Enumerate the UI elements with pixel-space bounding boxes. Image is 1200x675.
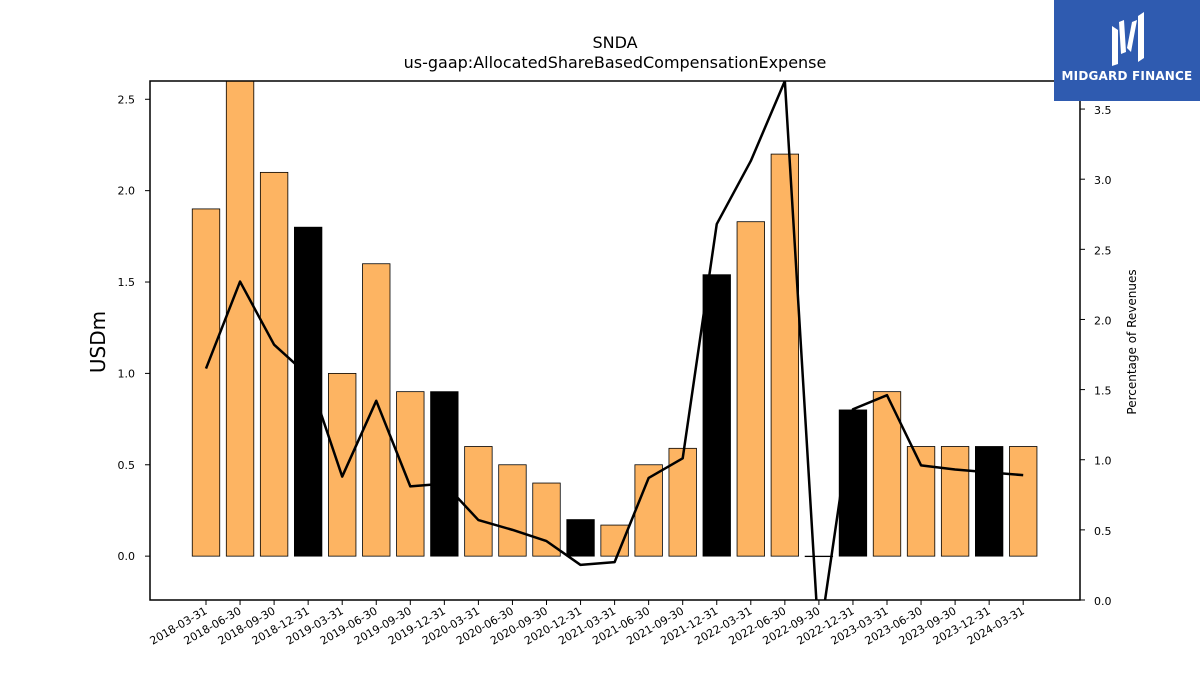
bar-2018-03-31 — [191, 208, 221, 557]
y2-tick-label: 2.5 — [1094, 244, 1112, 257]
bar-2019-09-30 — [396, 391, 425, 557]
ratio-line — [204, 81, 1024, 600]
bar-2019-03-31 — [328, 372, 357, 557]
x-axis-ticks: 2018-03-312018-06-302018-09-302018-12-31… — [148, 600, 1027, 648]
y-tick-label: 1.0 — [118, 367, 136, 380]
logo-text: MIDGARD FINANCE — [1061, 69, 1193, 83]
bar-2018-09-30 — [259, 171, 289, 557]
bar-2021-09-30 — [668, 447, 697, 557]
y2-tick-label: 1.5 — [1094, 385, 1112, 398]
bar-2023-12-31 — [975, 446, 1004, 557]
y2-axis-label: Percentage of Revenues — [1125, 269, 1139, 414]
bar-2022-06-30 — [770, 153, 799, 557]
bar-2023-03-31 — [872, 391, 902, 557]
bar-2020-12-31 — [566, 519, 595, 557]
chart-subtitle: us-gaap:AllocatedShareBasedCompensationE… — [404, 53, 827, 72]
y2-tick-label: 2.0 — [1094, 314, 1112, 327]
y-tick-label: 0.5 — [118, 459, 136, 472]
bars-group — [191, 80, 1038, 558]
bar-2023-09-30 — [940, 446, 970, 557]
y-axis-label: USDm — [86, 311, 110, 373]
bar-2020-06-30 — [498, 464, 527, 557]
y2-tick-label: 3.0 — [1094, 174, 1112, 187]
bar-2022-03-31 — [736, 221, 765, 557]
midgard-finance-logo: MIDGARD FINANCE — [1054, 0, 1200, 101]
bar-2019-06-30 — [362, 263, 391, 557]
logo-mark-icon — [1112, 12, 1144, 66]
y2-tick-label: 1.0 — [1094, 455, 1112, 468]
chart-title: SNDA — [592, 33, 637, 52]
bar-2024-03-31 — [1009, 446, 1038, 557]
bar-2019-12-31 — [430, 391, 459, 557]
bar-2018-06-30 — [225, 80, 255, 557]
y2-tick-label: 3.5 — [1094, 104, 1112, 117]
plot-frame — [149, 80, 1081, 601]
line-group — [204, 81, 1024, 600]
y-tick-label: 2.5 — [118, 93, 136, 106]
y-tick-label: 0.0 — [118, 550, 136, 563]
y-tick-label: 1.5 — [118, 276, 136, 289]
right-axis-ticks: 0.0 0.5 1.0 1.5 2.0 2.5 3.0 3.5 — [1080, 104, 1112, 608]
bar-2022-09-30 — [804, 555, 834, 558]
bar-2022-12-31 — [838, 409, 868, 557]
bar-2020-09-30 — [532, 482, 561, 557]
y2-tick-label: 0.0 — [1094, 595, 1112, 608]
bar-2020-03-31 — [464, 446, 493, 557]
bar-2018-12-31 — [293, 226, 323, 557]
bar-2021-12-31 — [702, 274, 731, 557]
y2-tick-label: 0.5 — [1094, 525, 1112, 538]
left-axis-ticks: 0.0 0.5 1.0 1.5 2.0 2.5 — [118, 93, 150, 563]
y-tick-label: 2.0 — [118, 185, 136, 198]
